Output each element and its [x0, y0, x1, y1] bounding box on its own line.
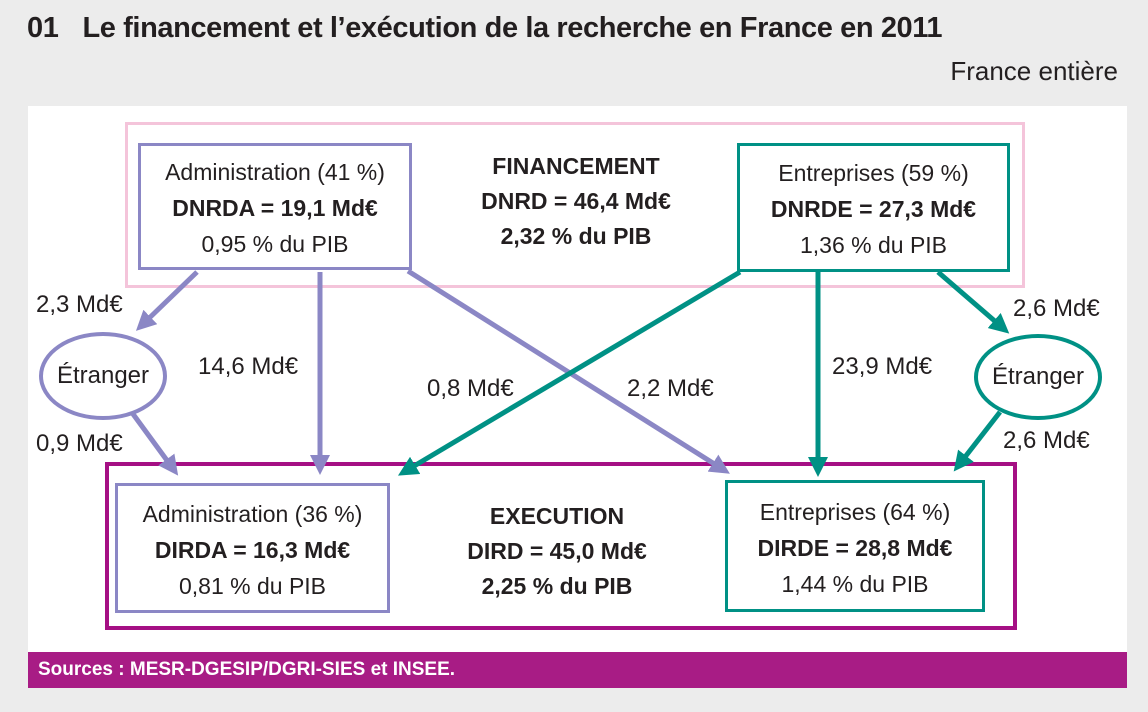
flow-label-admin-to-admin: 14,6 Md€: [198, 353, 299, 380]
financement-entreprises-value: DNRDE = 27,3 Md€: [770, 196, 977, 222]
execution-heading: EXECUTION: [489, 503, 625, 529]
figure-number: 01: [27, 12, 59, 44]
execution-entreprises-title: Entreprises (64 %): [759, 499, 951, 525]
flow-label-admin-to-entreprises: 2,2 Md€: [627, 375, 714, 402]
execution-administration-box: Administration (36 %) DIRDA = 16,3 Md€ 0…: [115, 483, 390, 613]
sources-bar: Sources : MESR-DGESIP/DGRI-SIES et INSEE…: [28, 652, 1127, 688]
financement-total: DNRD = 46,4 Md€: [481, 188, 671, 214]
execution-heading-block: EXECUTION DIRD = 45,0 Md€ 2,25 % du PIB: [392, 499, 722, 604]
financement-heading: FINANCEMENT: [492, 153, 660, 179]
financement-heading-block: FINANCEMENT DNRD = 46,4 Md€ 2,32 % du PI…: [415, 149, 737, 254]
flow-label-entreprises-to-admin: 0,8 Md€: [427, 375, 514, 402]
financement-administration-value: DNRDA = 19,1 Md€: [172, 195, 378, 221]
etranger-left-label: Étranger: [56, 362, 150, 389]
execution-total: DIRD = 45,0 Md€: [467, 538, 647, 564]
etranger-right-label: Étranger: [991, 363, 1085, 390]
etranger-right-node: Étranger: [974, 334, 1102, 420]
execution-entreprises-box: Entreprises (64 %) DIRDE = 28,8 Md€ 1,44…: [725, 480, 985, 612]
financement-administration-pib: 0,95 % du PIB: [201, 231, 349, 257]
scope-subtitle: France entière: [950, 56, 1118, 86]
execution-entreprises-pib: 1,44 % du PIB: [781, 571, 929, 597]
execution-entreprises-value: DIRDE = 28,8 Md€: [757, 535, 953, 561]
flow-label-etranger-to-entreprises: 2,6 Md€: [1003, 427, 1090, 454]
execution-administration-title: Administration (36 %): [142, 501, 363, 527]
flow-label-entreprises-to-etranger: 2,6 Md€: [1013, 295, 1100, 322]
page-title: 01 Le financement et l’exécution de la re…: [27, 12, 943, 45]
etranger-left-node: Étranger: [39, 332, 167, 420]
execution-pib: 2,25 % du PIB: [481, 573, 633, 599]
financement-administration-title: Administration (41 %): [165, 159, 385, 185]
financement-entreprises-title: Entreprises (59 %): [778, 160, 969, 186]
flow-label-etranger-to-admin: 0,9 Md€: [36, 430, 123, 457]
flow-label-entreprises-to-entreprises: 23,9 Md€: [832, 353, 933, 380]
execution-administration-value: DIRDA = 16,3 Md€: [154, 537, 351, 563]
financement-pib: 2,32 % du PIB: [500, 223, 652, 249]
flow-label-admin-to-etranger: 2,3 Md€: [36, 291, 123, 318]
figure-title-text: Le financement et l’exécution de la rech…: [82, 12, 943, 44]
execution-administration-pib: 0,81 % du PIB: [178, 573, 327, 599]
financement-entreprises-box: Entreprises (59 %) DNRDE = 27,3 Md€ 1,36…: [737, 143, 1010, 272]
financement-administration-box: Administration (41 %) DNRDA = 19,1 Md€ 0…: [138, 143, 412, 270]
financement-entreprises-pib: 1,36 % du PIB: [799, 232, 948, 258]
